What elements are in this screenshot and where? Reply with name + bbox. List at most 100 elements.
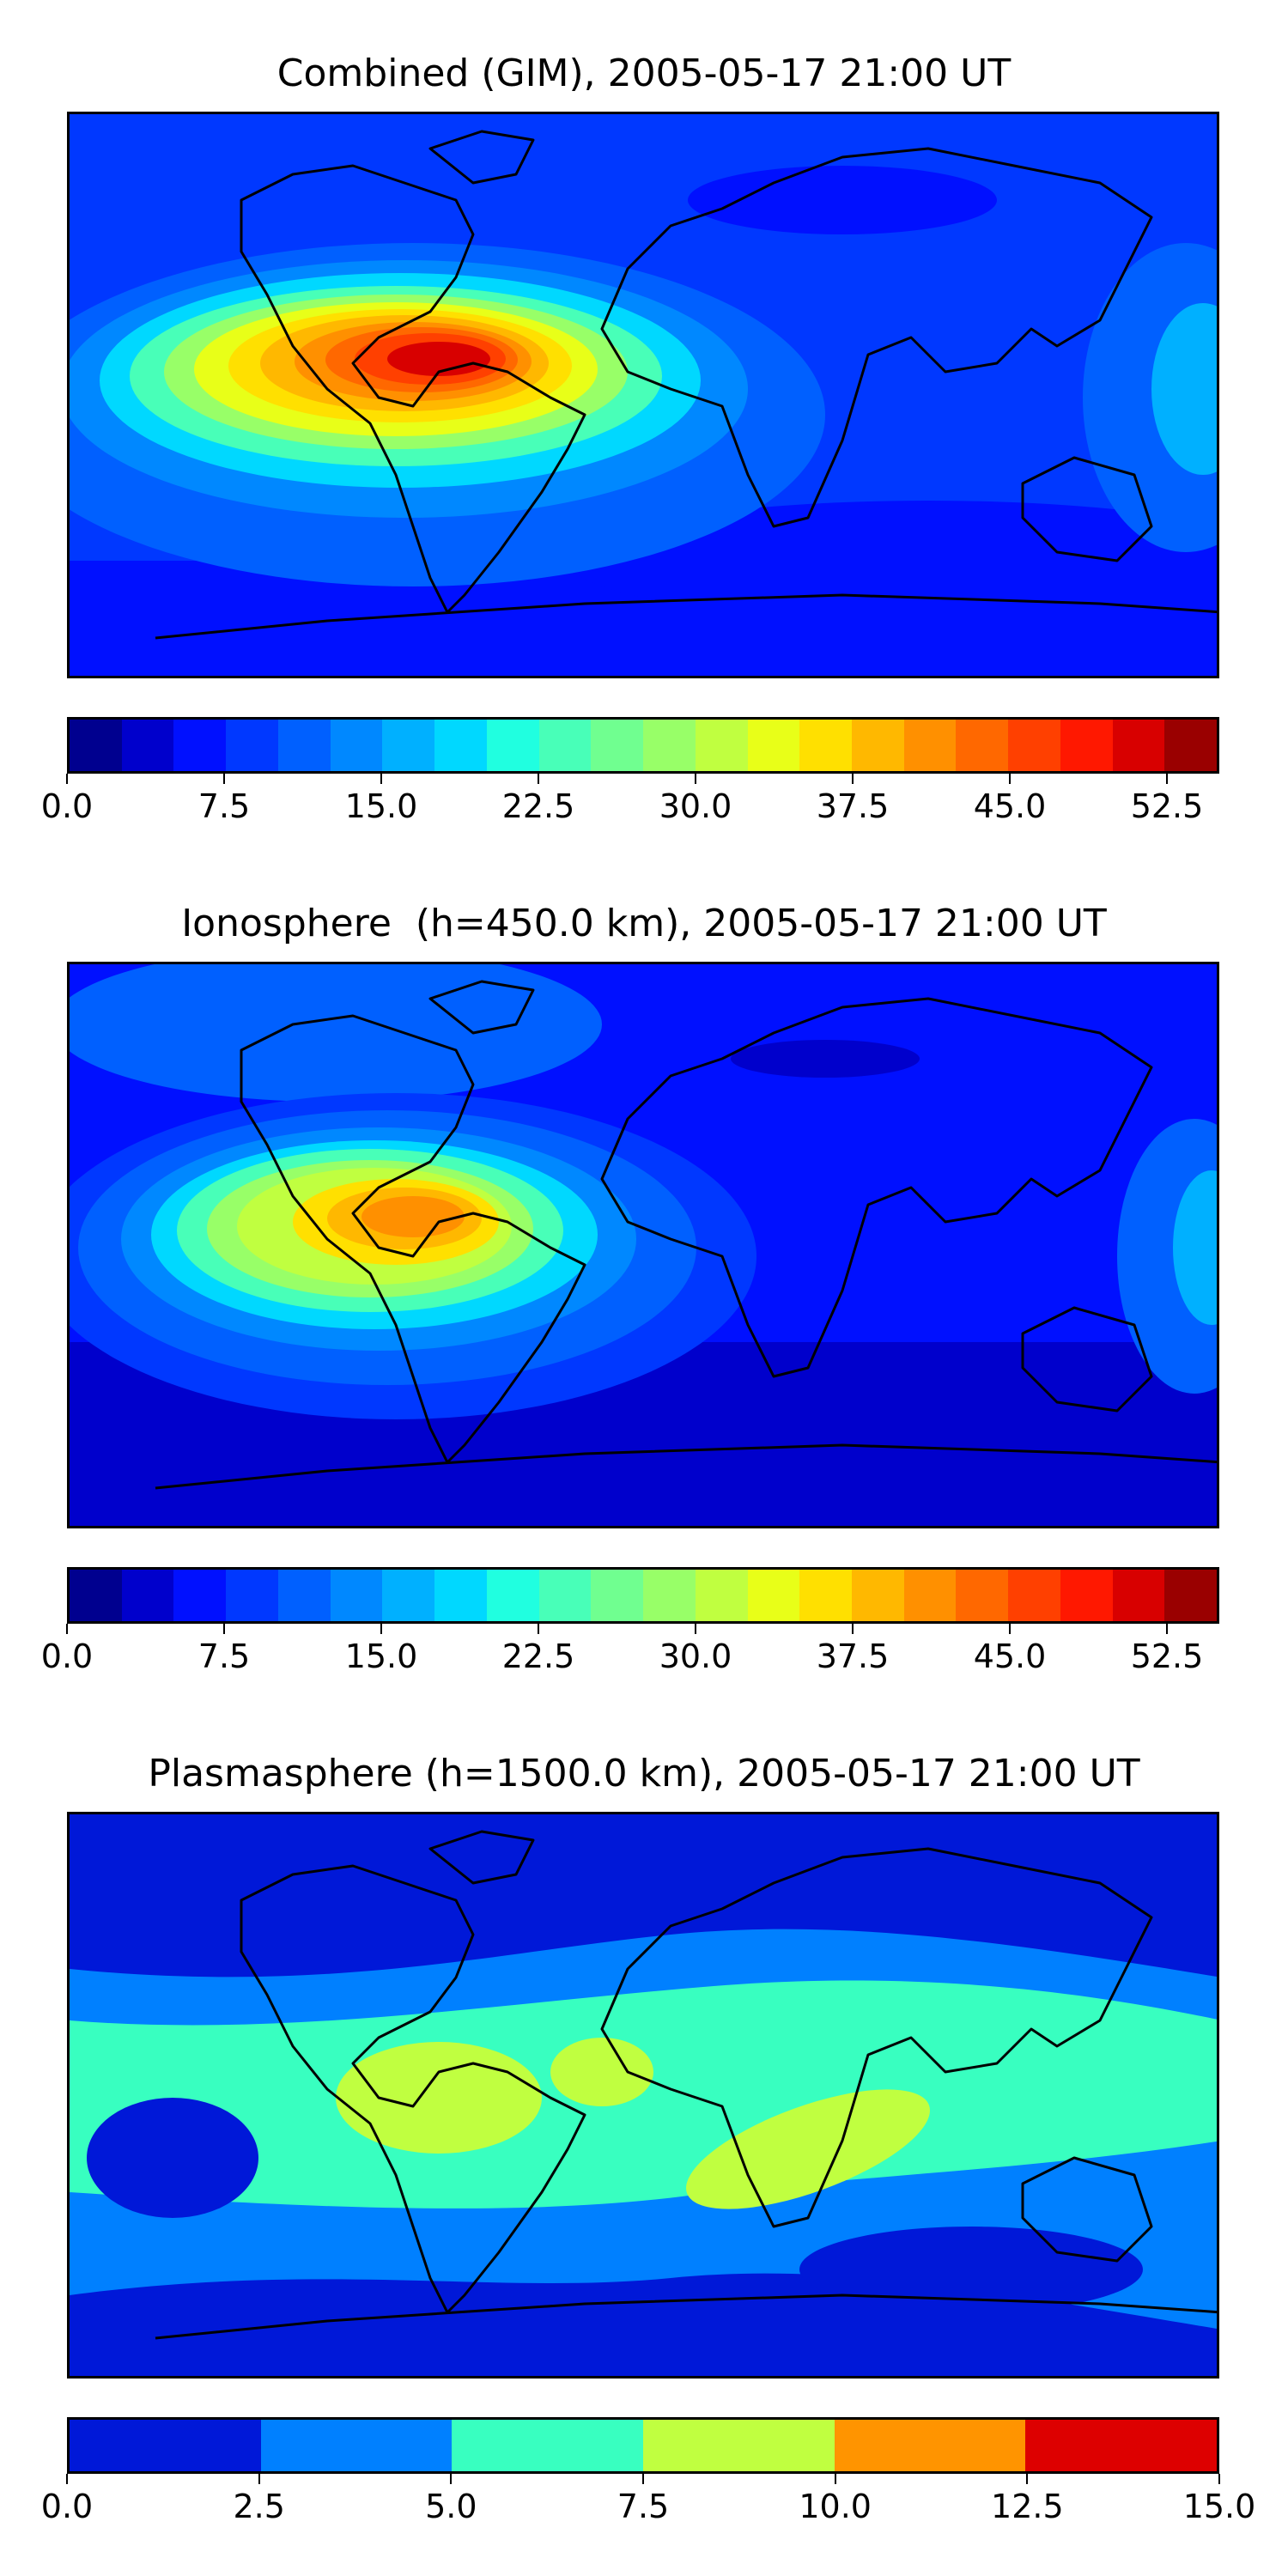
colorbar-tick-label: 45.0	[973, 787, 1047, 825]
colorbar-segment	[956, 720, 1009, 771]
colorbar-segment	[434, 720, 487, 771]
panel-title: Plasmasphere (h=1500.0 km), 2005-05-17 2…	[148, 1752, 1140, 1795]
colorbar-segment	[382, 720, 435, 771]
colorbar-segment	[1112, 720, 1165, 771]
colorbar-segment	[1025, 2420, 1217, 2471]
colorbar-ticks: 0.0 7.5 15.0 22.5 30.0 37.5 45.0 52.5	[41, 1624, 1219, 1675]
colorbar-segment	[643, 2420, 835, 2471]
tec-map	[67, 962, 1219, 1528]
colorbar-segment	[591, 1570, 644, 1621]
colorbar-tick-label: 37.5	[816, 787, 890, 825]
colorbar-tick	[258, 2474, 260, 2484]
colorbar-segment	[277, 1570, 331, 1621]
colorbar-segment	[903, 1570, 957, 1621]
colorbar-tick-label: 10.0	[799, 2488, 872, 2525]
colorbar-segment	[1008, 1570, 1060, 1621]
colorbar-segment	[70, 720, 122, 771]
colorbar-segment	[121, 720, 174, 771]
colorbar-tick-label: 52.5	[1130, 1637, 1204, 1675]
colorbar-tick-label: 2.5	[233, 2488, 285, 2525]
colorbar-tick-label: 12.5	[991, 2488, 1064, 2525]
colorbar-segment	[121, 1570, 174, 1621]
colorbar-tick-label: 22.5	[501, 787, 575, 825]
colorbar-segment	[538, 720, 592, 771]
colorbar-segment	[486, 720, 539, 771]
colorbar-tick	[695, 1624, 696, 1634]
colorbar-tick	[1009, 1624, 1011, 1634]
colorbar-segment	[1112, 1570, 1165, 1621]
colorbar-ticks: 0.0 2.5 5.0 7.5 10.0 12.5 15.0	[41, 2474, 1255, 2525]
colorbar	[67, 2417, 1219, 2474]
colorbar-segment	[852, 1570, 904, 1621]
colorbar-segment	[226, 1570, 278, 1621]
colorbar-segment	[70, 1570, 122, 1621]
colorbar-tick	[538, 1624, 539, 1634]
colorbar-segment	[260, 2420, 453, 2471]
colorbar-segment	[1164, 1570, 1217, 1621]
colorbar-tick	[1218, 2474, 1220, 2484]
colorbar-segment	[226, 720, 278, 771]
colorbar-tick	[538, 774, 539, 784]
colorbar-segment	[643, 720, 696, 771]
colorbar-tick	[66, 1624, 68, 1634]
colorbar-tick	[1009, 774, 1011, 784]
colorbar-segment	[1008, 720, 1060, 771]
colorbar-segment	[695, 720, 748, 771]
colorbar-segment	[695, 1570, 748, 1621]
colorbar-tick-label: 52.5	[1130, 787, 1204, 825]
colorbar-tick	[223, 774, 225, 784]
colorbar-segment	[277, 720, 331, 771]
colorbar-tick-label: 0.0	[40, 1637, 94, 1675]
colorbar-segment	[903, 720, 957, 771]
colorbar-ticks: 0.0 7.5 15.0 22.5 30.0 37.5 45.0 52.5	[41, 774, 1219, 825]
colorbar-segment	[538, 1570, 592, 1621]
colorbar-tick-label: 0.0	[40, 2488, 94, 2525]
colorbar-segment	[452, 2420, 644, 2471]
colorbar-tick-label: 15.0	[344, 1637, 418, 1675]
colorbar-tick-label: 5.0	[425, 2488, 477, 2525]
colorbar-tick-label: 22.5	[501, 1637, 575, 1675]
colorbar-tick	[642, 2474, 644, 2484]
colorbar-segment	[1164, 720, 1217, 771]
colorbar-segment	[799, 720, 853, 771]
colorbar-segment	[747, 1570, 800, 1621]
colorbar-tick-label: 15.0	[344, 787, 418, 825]
colorbar-tick	[66, 2474, 68, 2484]
colorbar-tick	[450, 2474, 453, 2484]
colorbar-tick	[223, 1624, 225, 1634]
colorbar-tick	[380, 774, 382, 784]
colorbar-segment	[486, 1570, 539, 1621]
colorbar-segment	[591, 720, 644, 771]
colorbar-segment	[643, 1570, 696, 1621]
colorbar-segment	[747, 720, 800, 771]
colorbar-tick-label: 7.5	[197, 787, 251, 825]
panel-title: Combined (GIM), 2005-05-17 21:00 UT	[276, 52, 1012, 95]
colorbar-tick-label: 0.0	[40, 787, 94, 825]
colorbar-tick-label: 30.0	[659, 787, 732, 825]
tec-map	[67, 1812, 1219, 2379]
colorbar-tick-label: 45.0	[973, 1637, 1047, 1675]
colorbar-tick	[852, 1624, 854, 1634]
colorbar-tick	[834, 2474, 836, 2484]
colorbar	[67, 717, 1219, 774]
colorbar-tick-label: 37.5	[816, 1637, 890, 1675]
colorbar-segment	[330, 1570, 383, 1621]
panel-title: Ionosphere (h=450.0 km), 2005-05-17 21:0…	[181, 902, 1107, 945]
colorbar-segment	[173, 1570, 227, 1621]
colorbar-tick-label: 7.5	[617, 2488, 670, 2525]
colorbar-segment	[834, 2420, 1026, 2471]
colorbar-tick	[1026, 2474, 1029, 2484]
colorbar-tick-label: 30.0	[659, 1637, 732, 1675]
colorbar-segment	[799, 1570, 853, 1621]
colorbar-tick-label: 7.5	[197, 1637, 251, 1675]
colorbar-segment	[70, 2420, 261, 2471]
colorbar-segment	[956, 1570, 1009, 1621]
tec-map	[67, 112, 1219, 678]
colorbar-segment	[434, 1570, 487, 1621]
colorbar-segment	[330, 720, 383, 771]
colorbar-segment	[1060, 1570, 1113, 1621]
colorbar-tick	[695, 774, 696, 784]
colorbar-tick	[66, 774, 68, 784]
colorbar-segment	[173, 720, 227, 771]
colorbar-segment	[382, 1570, 435, 1621]
